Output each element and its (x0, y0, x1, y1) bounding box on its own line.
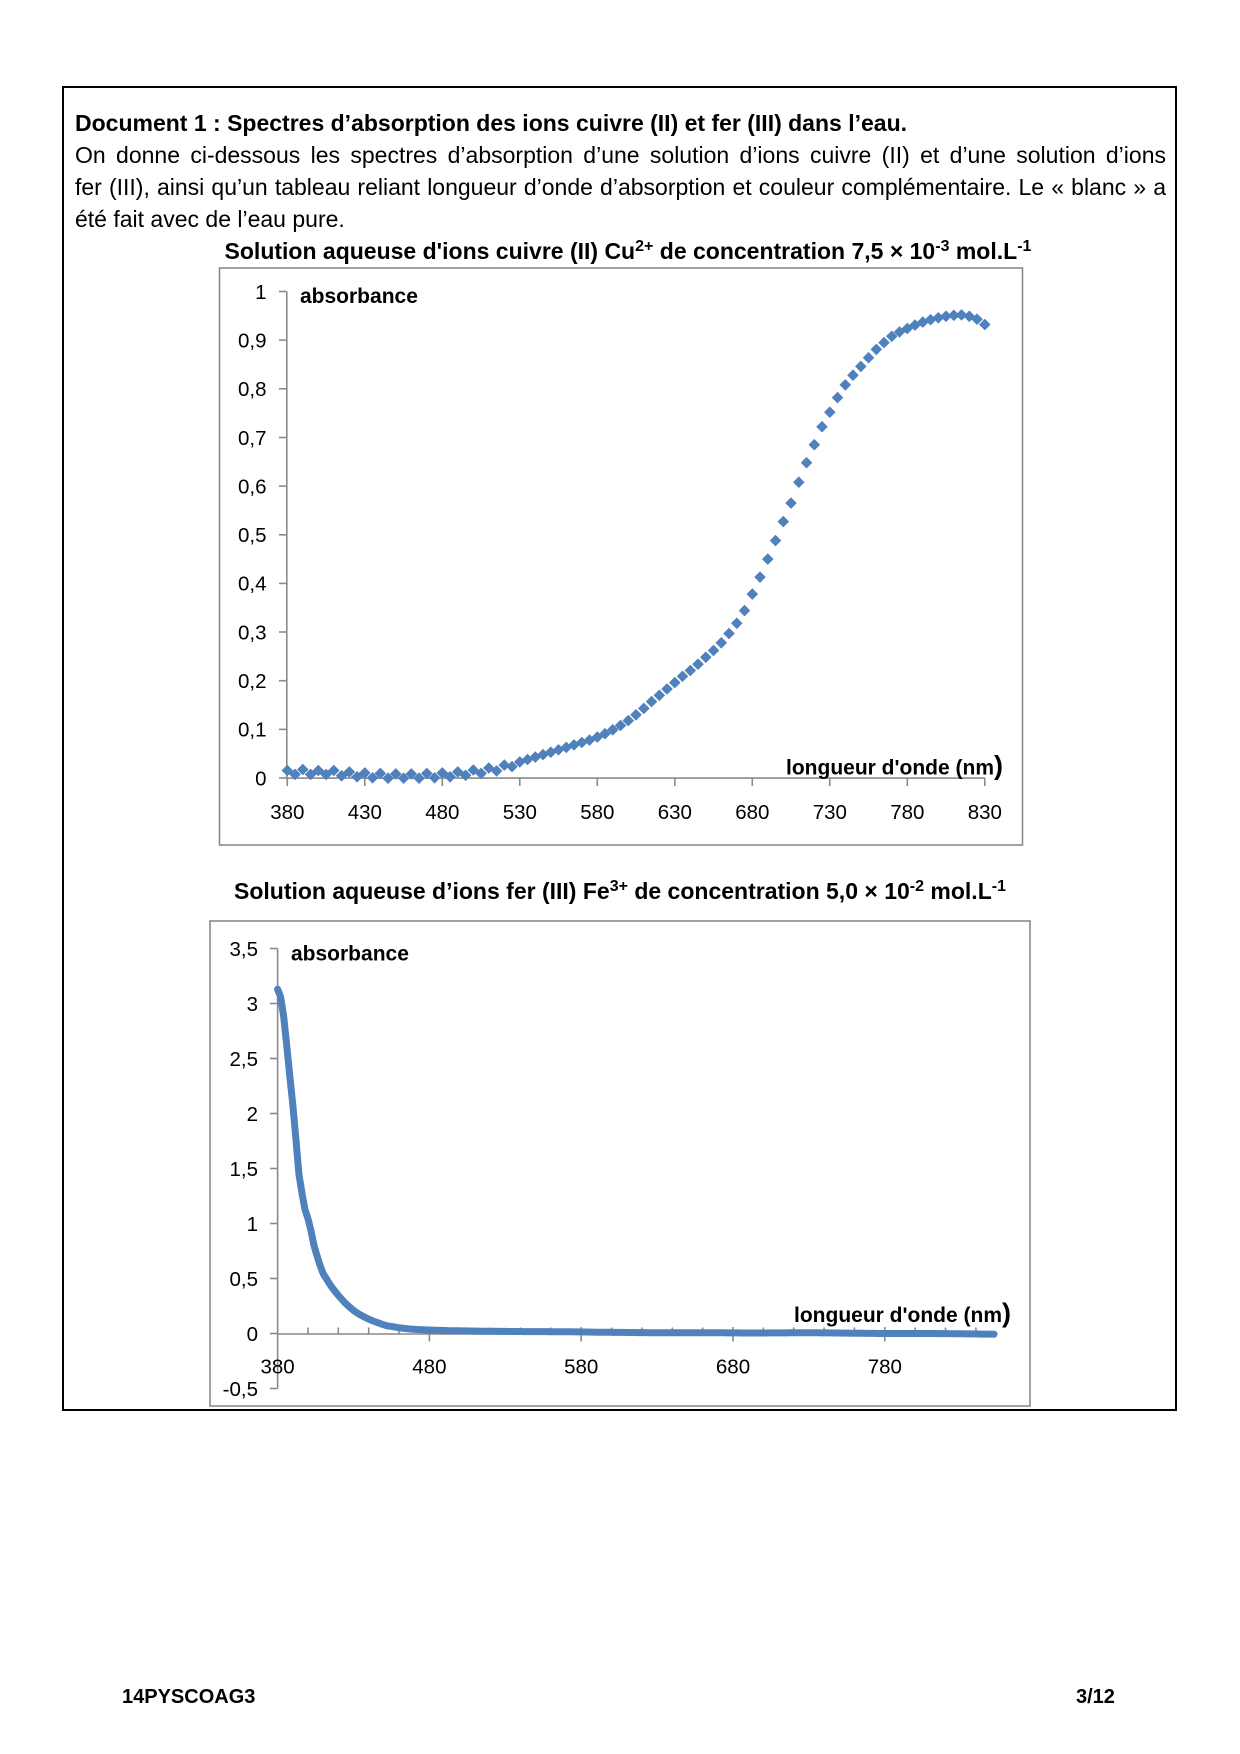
svg-text:1: 1 (255, 281, 266, 304)
svg-text:830: 830 (968, 801, 1002, 824)
svg-text:430: 430 (348, 801, 382, 824)
svg-text:730: 730 (813, 801, 847, 824)
svg-text:0,3: 0,3 (238, 621, 267, 644)
svg-text:1,5: 1,5 (230, 1158, 259, 1181)
svg-text:3: 3 (247, 993, 258, 1016)
svg-text:0,7: 0,7 (238, 427, 267, 450)
svg-text:2: 2 (247, 1103, 258, 1126)
svg-text:0,5: 0,5 (238, 524, 267, 547)
svg-text:1: 1 (247, 1213, 258, 1236)
svg-text:0,5: 0,5 (230, 1268, 259, 1291)
svg-text:0,2: 0,2 (238, 670, 267, 693)
svg-text:0,6: 0,6 (238, 475, 267, 498)
svg-text:0,4: 0,4 (238, 573, 267, 596)
svg-text:480: 480 (425, 801, 459, 824)
svg-text:absorbance: absorbance (300, 285, 418, 308)
svg-text:380: 380 (270, 801, 304, 824)
svg-text:480: 480 (412, 1355, 446, 1378)
svg-text:580: 580 (580, 801, 614, 824)
svg-text:0,1: 0,1 (238, 719, 267, 742)
svg-text:630: 630 (658, 801, 692, 824)
svg-text:780: 780 (868, 1355, 902, 1378)
svg-text:2,5: 2,5 (230, 1048, 259, 1071)
svg-text:0,9: 0,9 (238, 329, 267, 352)
svg-text:680: 680 (716, 1355, 750, 1378)
svg-text:580: 580 (564, 1355, 598, 1378)
svg-text:-0,5: -0,5 (223, 1378, 258, 1401)
svg-text:0,8: 0,8 (238, 378, 267, 401)
svg-text:530: 530 (503, 801, 537, 824)
svg-text:3,5: 3,5 (230, 938, 259, 961)
svg-text:380: 380 (260, 1355, 294, 1378)
svg-text:780: 780 (890, 801, 924, 824)
svg-text:absorbance: absorbance (291, 943, 409, 966)
svg-text:680: 680 (735, 801, 769, 824)
svg-text:0: 0 (247, 1323, 258, 1346)
svg-text:0: 0 (255, 767, 266, 790)
